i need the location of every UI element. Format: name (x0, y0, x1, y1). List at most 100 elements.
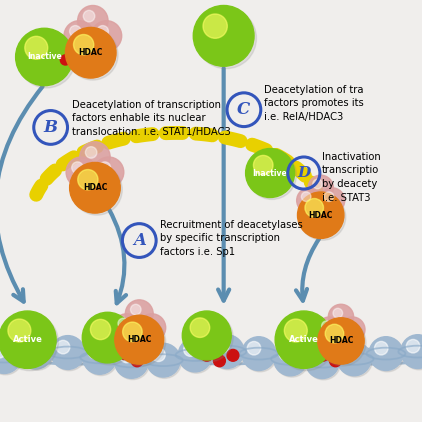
Circle shape (51, 335, 85, 369)
Text: HDAC: HDAC (308, 211, 333, 220)
Circle shape (311, 349, 325, 363)
Circle shape (324, 192, 334, 201)
Text: Active: Active (289, 335, 319, 344)
Circle shape (97, 26, 108, 37)
Circle shape (214, 355, 225, 367)
Circle shape (91, 21, 122, 51)
Circle shape (146, 343, 180, 377)
Circle shape (130, 304, 141, 315)
Circle shape (318, 318, 364, 364)
Circle shape (178, 338, 212, 372)
Circle shape (333, 308, 343, 318)
Circle shape (243, 338, 277, 372)
Text: Deacetylation of tra
factors promotes its
i.e. RelA/HDAC3: Deacetylation of tra factors promotes it… (264, 85, 363, 122)
Circle shape (210, 335, 244, 368)
Circle shape (203, 14, 227, 38)
Circle shape (120, 349, 133, 363)
Circle shape (8, 319, 31, 342)
Circle shape (401, 335, 422, 368)
Circle shape (319, 188, 345, 213)
Circle shape (337, 342, 371, 376)
Circle shape (277, 313, 335, 371)
Circle shape (254, 155, 273, 175)
Circle shape (57, 340, 70, 354)
Circle shape (118, 318, 129, 329)
Circle shape (190, 318, 210, 338)
Circle shape (70, 26, 81, 37)
Circle shape (184, 313, 233, 362)
Circle shape (306, 345, 339, 379)
Circle shape (64, 21, 95, 51)
Text: Deacetylation of transcription
factors enhable its nuclear
translocation. i.e. S: Deacetylation of transcription factors e… (72, 100, 230, 137)
Circle shape (84, 314, 135, 365)
Circle shape (313, 179, 322, 189)
Text: Inactive: Inactive (253, 168, 287, 178)
Circle shape (182, 311, 231, 360)
Text: Inactivation
transcriptio
by deacety
i.e. STAT3: Inactivation transcriptio by deacety i.e… (322, 152, 380, 203)
Circle shape (340, 317, 365, 342)
Circle shape (84, 342, 118, 376)
Text: D: D (297, 166, 311, 180)
Circle shape (115, 315, 164, 364)
Circle shape (201, 349, 213, 361)
Circle shape (65, 27, 116, 78)
Circle shape (196, 8, 257, 69)
Circle shape (374, 341, 388, 355)
Circle shape (275, 344, 309, 377)
Circle shape (78, 170, 98, 190)
Circle shape (0, 341, 22, 375)
Circle shape (402, 336, 422, 370)
Text: B: B (43, 119, 58, 136)
Circle shape (180, 339, 214, 373)
Circle shape (68, 30, 118, 80)
Circle shape (0, 340, 21, 373)
Circle shape (343, 347, 356, 360)
Circle shape (93, 157, 124, 187)
Circle shape (88, 345, 102, 359)
Circle shape (284, 319, 307, 342)
Circle shape (248, 151, 297, 200)
Circle shape (78, 5, 108, 36)
Text: A: A (133, 232, 146, 249)
Circle shape (330, 355, 341, 367)
Circle shape (406, 339, 420, 353)
Circle shape (0, 311, 56, 368)
Circle shape (344, 321, 354, 330)
Circle shape (113, 314, 141, 342)
Circle shape (60, 55, 70, 65)
Circle shape (90, 319, 111, 340)
Text: HDAC: HDAC (127, 335, 151, 344)
Circle shape (279, 347, 292, 360)
Circle shape (25, 36, 48, 59)
Circle shape (319, 319, 366, 366)
Circle shape (73, 35, 94, 55)
Circle shape (247, 341, 261, 355)
Circle shape (1, 313, 58, 371)
Circle shape (117, 317, 166, 366)
Circle shape (275, 311, 333, 368)
Circle shape (338, 344, 372, 377)
Circle shape (148, 345, 181, 379)
Circle shape (16, 28, 73, 86)
Circle shape (24, 340, 38, 354)
Circle shape (184, 343, 197, 356)
Circle shape (307, 346, 341, 380)
Circle shape (21, 337, 54, 371)
Circle shape (85, 147, 97, 158)
Circle shape (322, 321, 331, 330)
Text: Inactive: Inactive (27, 52, 62, 62)
Circle shape (227, 349, 239, 361)
Circle shape (193, 5, 254, 66)
Circle shape (215, 339, 229, 353)
Circle shape (297, 188, 322, 213)
Circle shape (125, 300, 153, 327)
Text: HDAC: HDAC (83, 183, 107, 192)
Circle shape (144, 348, 156, 360)
Circle shape (80, 142, 110, 172)
Text: HDAC: HDAC (78, 48, 103, 57)
Circle shape (298, 192, 344, 238)
Circle shape (301, 192, 311, 201)
Circle shape (18, 30, 75, 88)
Circle shape (19, 335, 53, 369)
Circle shape (317, 317, 342, 342)
